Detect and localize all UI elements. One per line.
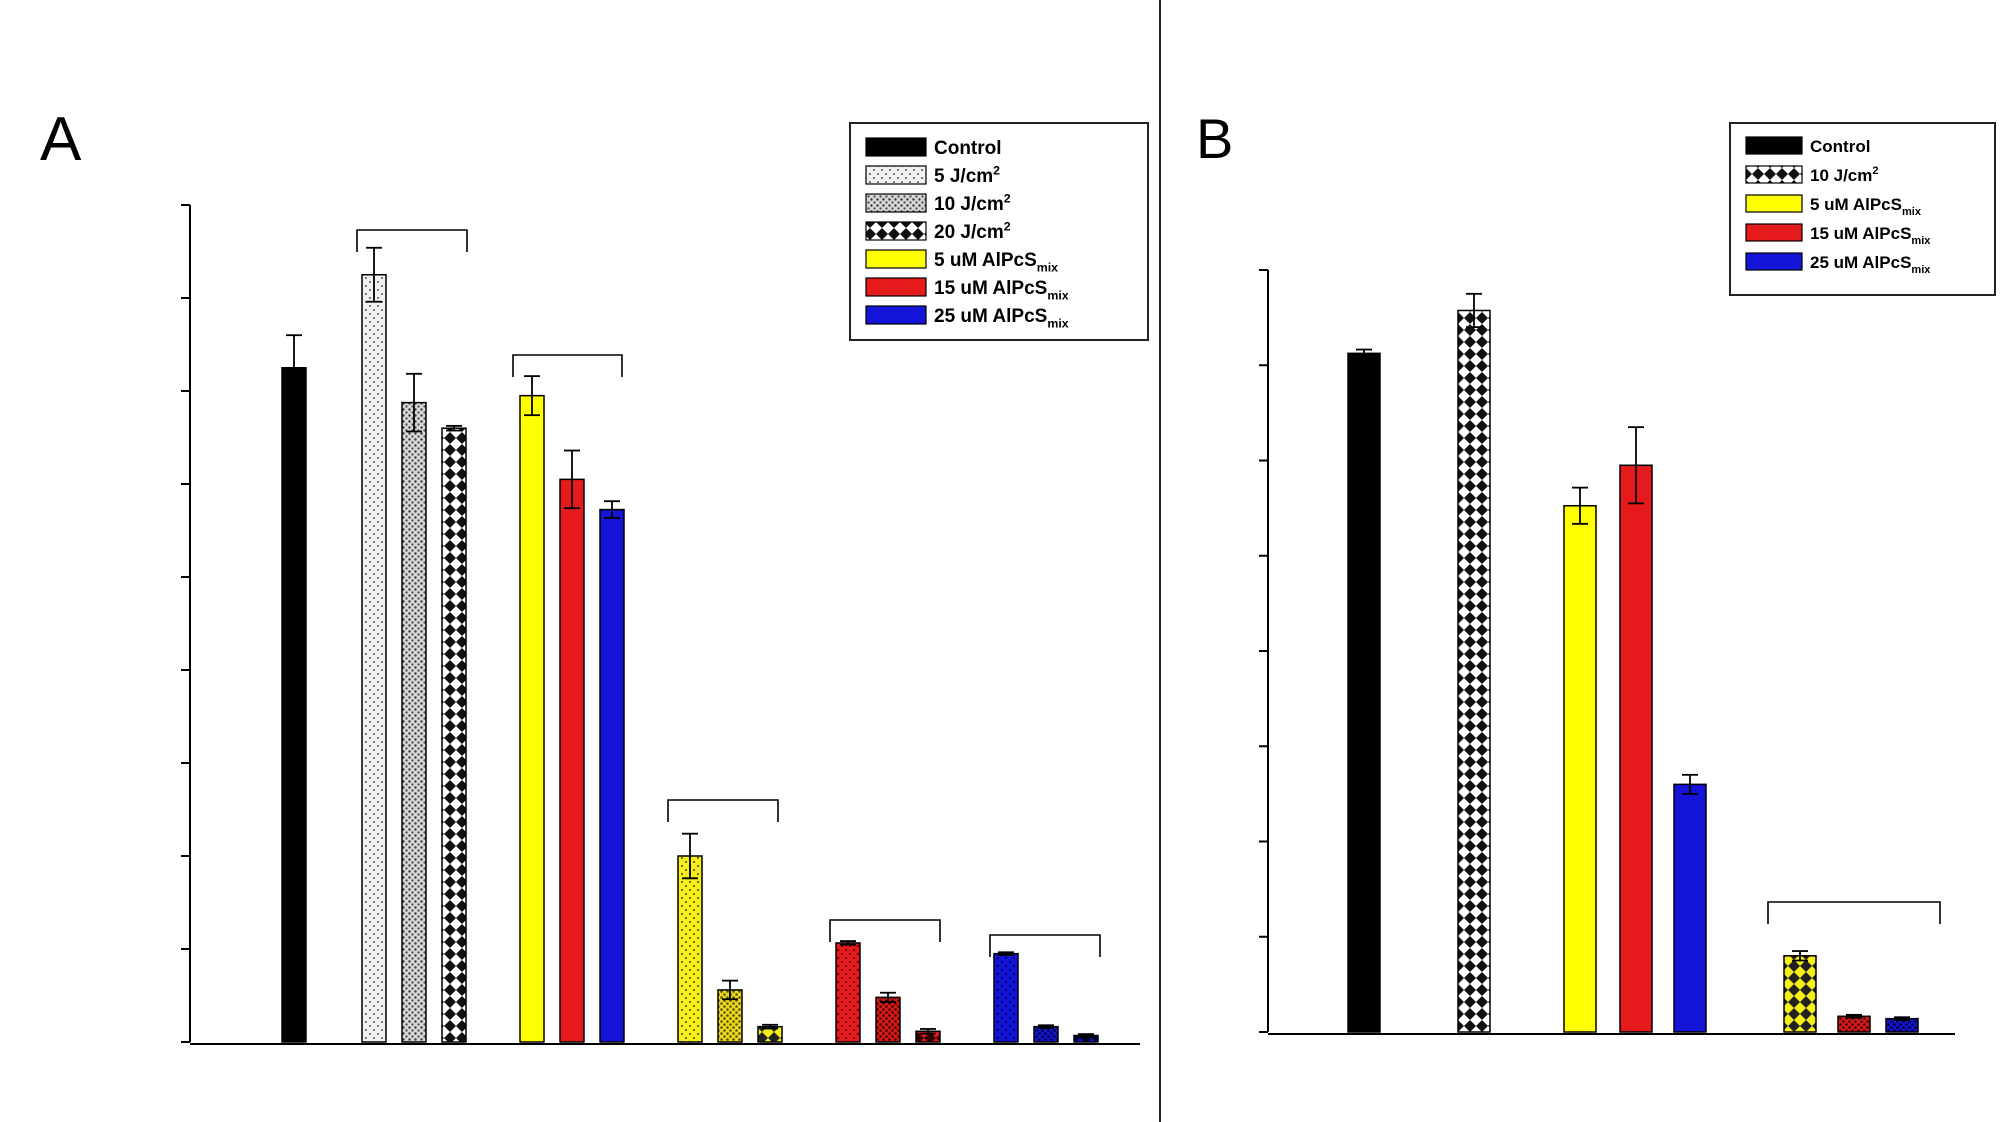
bar [1837,1015,1871,1033]
legend-subscript: mix [1911,235,1931,247]
significance-bracket [667,799,779,822]
bar [835,942,861,1043]
bar [599,508,625,1043]
legend-subscript: mix [1047,317,1068,331]
bar [1673,783,1707,1033]
significance-bracket [829,919,941,942]
legend-subscript: mix [1911,264,1931,276]
legend-text: Control [934,138,1002,159]
legend-text: 10 J/cm [934,194,1004,215]
legend-swatch [865,305,927,325]
legend-label: 5 uM AlPcSmix [934,250,1058,275]
legend-label: Control [1810,137,1870,156]
bar [281,367,307,1043]
bar [1783,955,1817,1033]
legend-subscript: mix [1902,206,1922,218]
legend-label: 5 uM AlPcSmix [1810,195,1922,218]
bar [677,855,703,1043]
legend-swatch [865,249,927,269]
legend-swatch [865,165,927,185]
bar [361,274,387,1043]
legend-label: 20 J/cm2 [934,219,1011,243]
legend-text: 5 uM AlPcS [1810,195,1902,214]
legend-text: 5 uM AlPcS [934,250,1037,271]
legend-swatch [1745,194,1803,213]
legend-swatch [1745,165,1803,184]
bar [1033,1025,1059,1043]
bar [441,427,467,1043]
panel-a-label: A [40,105,82,174]
legend-text: Control [1810,137,1870,156]
legend-label: 15 uM AlPcSmix [934,278,1069,303]
legend-swatch [865,277,927,297]
legend-label: 10 J/cm2 [1810,165,1879,185]
legend-superscript: 2 [993,163,1000,177]
legend-text: 15 uM AlPcS [934,278,1047,299]
legend-swatch [1745,136,1803,155]
significance-bracket [512,354,623,377]
bar [401,401,427,1043]
legend-superscript: 2 [1004,219,1011,233]
legend-text: 25 uM AlPcS [1810,253,1911,272]
legend-text: 20 J/cm [934,222,1004,243]
legend-text: 5 J/cm [934,166,993,187]
legend-text: 15 uM AlPcS [1810,224,1911,243]
legend-swatch [1745,252,1803,271]
significance-bracket [356,229,468,252]
legend-label: 25 uM AlPcSmix [934,306,1069,331]
legend-label: Control [934,138,1002,159]
significance-bracket [1767,901,1941,924]
legend-subscript: mix [1047,289,1068,303]
bar [875,996,901,1043]
legend-text: 25 uM AlPcS [934,306,1047,327]
bar [1347,352,1381,1033]
bar [1457,309,1491,1033]
legend-label: 15 uM AlPcSmix [1810,224,1931,247]
legend-superscript: 2 [1872,165,1878,177]
significance-bracket [989,934,1101,957]
bar [1563,504,1597,1033]
legend-swatch [865,221,927,241]
panel-b-label: B [1196,107,1233,170]
legend-swatch [865,137,927,157]
legend-text: 10 J/cm [1810,166,1872,185]
legend-label: 10 J/cm2 [934,191,1011,215]
legend-swatch [865,193,927,213]
legend-label: 25 uM AlPcSmix [1810,253,1931,276]
bar [559,478,585,1043]
bar [1619,464,1653,1033]
legend-subscript: mix [1037,261,1058,275]
legend-label: 5 J/cm2 [934,163,1000,187]
legend-superscript: 2 [1004,191,1011,205]
legend-swatch [1745,223,1803,242]
bar [993,952,1019,1043]
bar [519,394,545,1043]
